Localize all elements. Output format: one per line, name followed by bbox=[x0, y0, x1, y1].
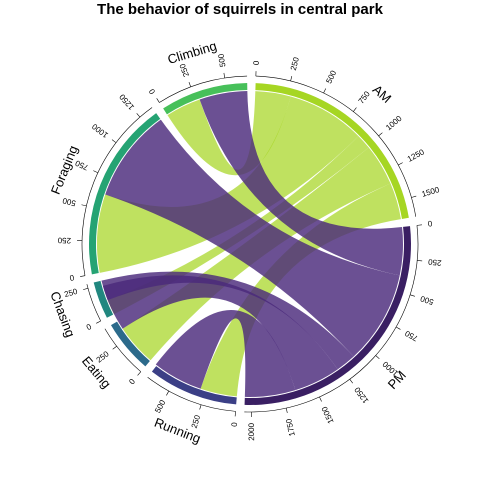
tick-mark-climbing-250 bbox=[188, 82, 192, 87]
tick-label-pm-1250: 1250 bbox=[352, 385, 370, 405]
tick-mark-eating-0 bbox=[137, 371, 142, 376]
tick-label-pm-1750: 1750 bbox=[284, 417, 297, 437]
tick-mark-pm-750 bbox=[395, 326, 401, 330]
tick-label-pm-2000: 2000 bbox=[247, 422, 256, 440]
tick-label-climbing-500: 500 bbox=[216, 53, 227, 68]
tick-label-pm-1500: 1500 bbox=[320, 405, 336, 425]
tick-mark-am-1000 bbox=[378, 132, 383, 137]
sector-arc-chasing bbox=[93, 280, 114, 318]
sector-arc-am bbox=[255, 83, 409, 219]
axis-track-pm bbox=[244, 225, 419, 413]
axis-track-running bbox=[147, 376, 236, 412]
tick-mark-am-1250 bbox=[398, 162, 403, 166]
tick-label-eating-0: 0 bbox=[127, 377, 137, 387]
tick-mark-foraging-500 bbox=[81, 204, 87, 207]
axis-track-foraging bbox=[81, 107, 153, 276]
axis-track-eating bbox=[104, 328, 142, 372]
tick-label-climbing-250: 250 bbox=[178, 62, 191, 78]
ribbon-am-foraging bbox=[96, 96, 359, 273]
ribbons-layer bbox=[96, 91, 403, 398]
tick-label-chasing-250: 250 bbox=[63, 287, 79, 299]
axis-track-am bbox=[255, 75, 417, 217]
ribbon-pm-eating bbox=[102, 275, 338, 391]
tick-mark-foraging-0 bbox=[80, 275, 86, 277]
tick-mark-foraging-750 bbox=[93, 170, 98, 173]
tick-mark-running-250 bbox=[199, 404, 202, 410]
tick-label-am-1500: 1500 bbox=[421, 185, 441, 199]
chart-title: The behavior of squirrels in central par… bbox=[97, 1, 383, 18]
ribbon-pm-running bbox=[155, 310, 296, 398]
tick-mark-climbing-0 bbox=[156, 98, 160, 103]
sector-label-foraging: Foraging bbox=[48, 143, 81, 196]
ribbon-am-climbing bbox=[167, 91, 291, 176]
sector-arc-climbing bbox=[163, 83, 248, 115]
tick-label-pm-250: 250 bbox=[427, 257, 442, 267]
tick-mark-am-250 bbox=[290, 76, 293, 82]
tick-label-foraging-0: 0 bbox=[69, 273, 76, 283]
tick-label-running-250: 250 bbox=[190, 413, 203, 429]
sector-arc-foraging bbox=[89, 113, 161, 275]
tick-mark-chasing-250 bbox=[83, 288, 89, 290]
tick-label-foraging-1250: 1250 bbox=[117, 92, 136, 112]
tick-label-pm-0: 0 bbox=[427, 219, 433, 228]
sector-label-climbing: Climbing bbox=[166, 38, 219, 67]
tick-mark-pm-1000 bbox=[375, 355, 380, 360]
tick-label-chasing-0: 0 bbox=[85, 322, 94, 332]
tick-mark-foraging-1250 bbox=[136, 113, 141, 118]
ribbon-am-running bbox=[200, 183, 401, 397]
tick-label-am-1000: 1000 bbox=[384, 114, 404, 133]
ribbon-pm-climbing bbox=[199, 91, 403, 276]
tick-mark-pm-1750 bbox=[285, 407, 288, 413]
sector-label-am: AM bbox=[370, 82, 395, 106]
tick-mark-foraging-1000 bbox=[111, 139, 117, 143]
tick-mark-am-500 bbox=[323, 88, 327, 94]
tick-label-am-1250: 1250 bbox=[406, 147, 426, 164]
tick-mark-climbing-500 bbox=[223, 72, 225, 78]
tick-label-running-500: 500 bbox=[153, 398, 168, 415]
tick-mark-running-500 bbox=[166, 390, 170, 396]
tick-mark-pm-1500 bbox=[319, 396, 322, 402]
sector-arc-eating bbox=[110, 321, 150, 367]
tick-label-am-250: 250 bbox=[289, 56, 301, 72]
tick-label-running-0: 0 bbox=[230, 421, 239, 427]
tick-mark-am-1500 bbox=[411, 195, 417, 198]
tick-label-pm-500: 500 bbox=[419, 294, 435, 307]
tick-label-pm-750: 750 bbox=[403, 328, 420, 343]
ribbon-pm-foraging bbox=[105, 119, 400, 357]
tick-mark-eating-250 bbox=[112, 345, 117, 350]
tick-label-am-500: 500 bbox=[324, 69, 338, 85]
tick-label-am-0: 0 bbox=[252, 60, 261, 65]
tick-label-foraging-250: 250 bbox=[57, 236, 71, 245]
tick-mark-am-750 bbox=[353, 107, 357, 112]
axis-track-climbing bbox=[159, 75, 248, 103]
tick-label-foraging-500: 500 bbox=[61, 196, 77, 208]
tick-label-foraging-1000: 1000 bbox=[90, 121, 110, 139]
tick-mark-pm-0 bbox=[416, 224, 422, 226]
tick-mark-chasing-0 bbox=[96, 320, 101, 324]
tick-mark-pm-500 bbox=[410, 294, 415, 297]
sector-arc-running bbox=[151, 366, 237, 405]
tick-mark-pm-1250 bbox=[349, 378, 353, 384]
tick-label-climbing-0: 0 bbox=[147, 87, 157, 96]
